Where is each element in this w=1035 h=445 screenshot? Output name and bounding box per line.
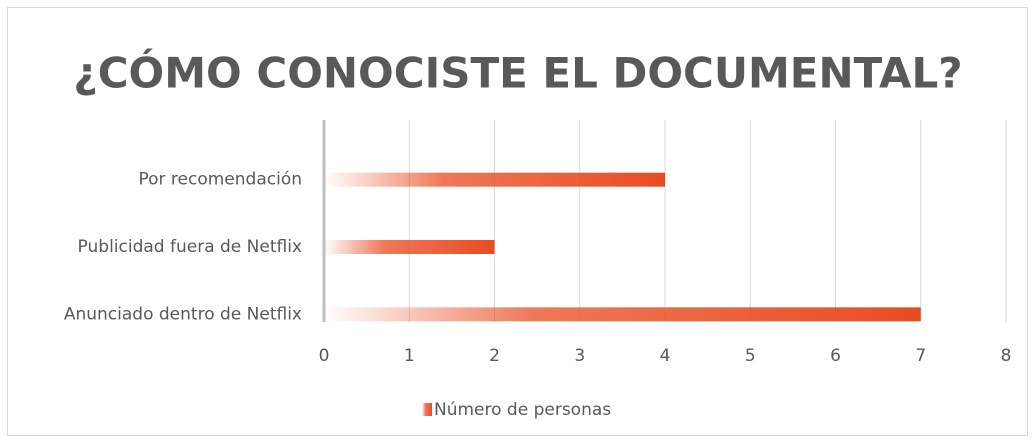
x-tick-label: 2 <box>489 346 500 366</box>
chart-title: ¿CÓMO CONOCISTE EL DOCUMENTAL? <box>73 48 962 98</box>
chart-border <box>7 7 1028 436</box>
x-tick-label: 7 <box>915 346 926 366</box>
bar <box>324 172 665 187</box>
x-tick-label: 1 <box>404 346 415 366</box>
x-tick-label: 6 <box>830 346 841 366</box>
x-tick-label: 4 <box>660 346 671 366</box>
legend-label: Número de personas <box>434 400 611 420</box>
legend-swatch <box>422 403 432 416</box>
y-tick-label: Publicidad fuera de Netflix <box>78 237 302 257</box>
x-tick-label: 8 <box>1001 346 1012 366</box>
y-tick-label: Anunciado dentro de Netflix <box>64 304 302 324</box>
x-tick-label: 5 <box>745 346 756 366</box>
x-tick-label: 0 <box>319 346 330 366</box>
x-tick-label: 3 <box>574 346 585 366</box>
y-tick-label: Por recomendación <box>138 170 302 190</box>
bar <box>324 240 495 254</box>
bar <box>324 307 921 322</box>
